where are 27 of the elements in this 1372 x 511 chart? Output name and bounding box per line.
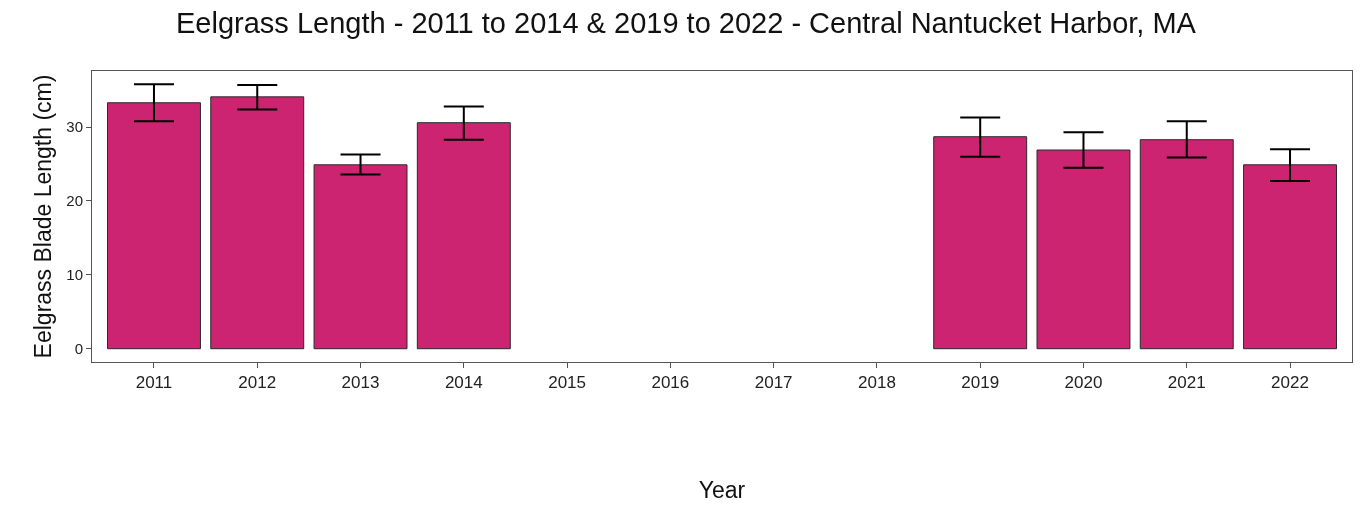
bar [1243,164,1338,350]
bar [106,102,201,350]
x-tick-label: 2019 [961,373,1000,393]
x-tick-label: 2016 [651,373,690,393]
bar [416,122,511,350]
bar [1139,139,1234,350]
y-tick-label: 0 [74,339,83,357]
y-tick-label: 20 [66,192,83,210]
x-tick-label: 2013 [341,373,380,393]
x-tick-label: 2015 [548,373,586,393]
bar [933,136,1028,350]
x-tick-label: 2020 [1064,373,1103,393]
x-tick-label: 2017 [754,373,793,393]
x-tick-label: 2018 [858,373,896,393]
bar [313,164,408,350]
chart-title: Eelgrass Length - 2011 to 2014 & 2019 to 2022 - Central Nantucket Harbor, MA [176,7,1197,40]
x-tick-label: 2011 [135,373,173,393]
y-tick-label: 10 [66,266,83,284]
bar [1036,149,1131,350]
x-tick-label: 2022 [1271,373,1309,393]
y-tick-label: 30 [66,118,83,136]
x-tick-label: 2014 [444,373,483,393]
x-tick-label: 2021 [1167,373,1206,393]
x-axis-title: Year [698,477,746,503]
y-axis-title: Eelgrass Blade Length (cm) [29,74,56,359]
bar [210,96,305,350]
x-tick-label: 2012 [238,373,277,393]
